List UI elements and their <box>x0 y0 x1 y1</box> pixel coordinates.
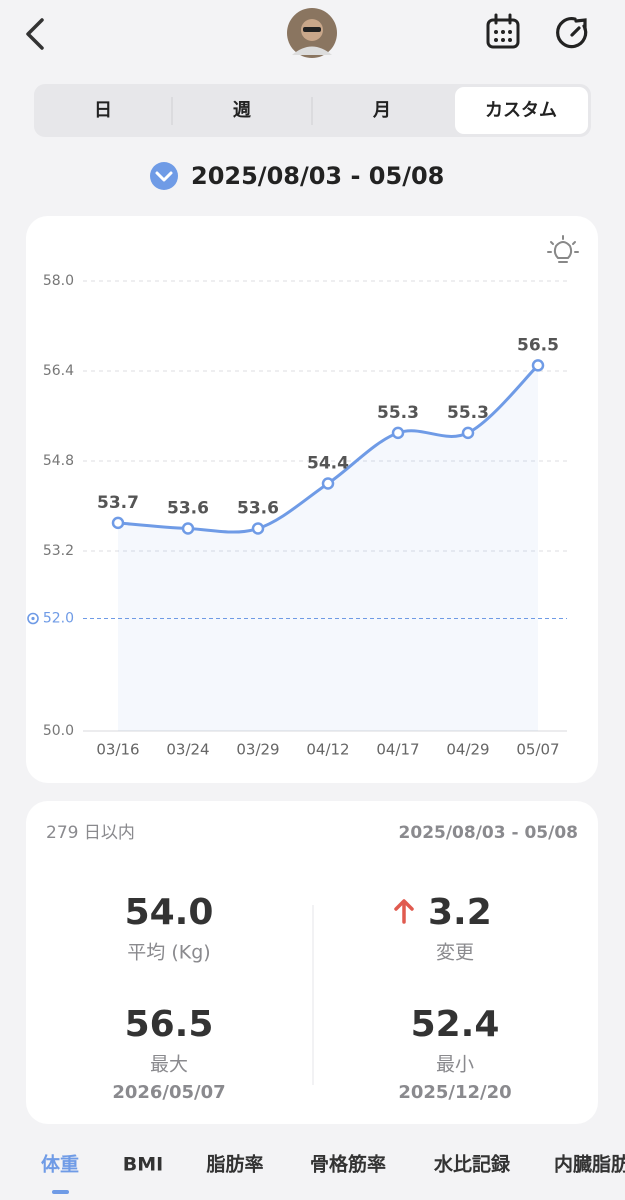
metric-tab[interactable]: 水比記録 <box>433 1153 511 1176</box>
point <box>321 477 335 490</box>
data-label: 53.6 <box>237 499 279 519</box>
stat-date: 2026/05/07 <box>112 1082 225 1103</box>
stat-value: 54.0 <box>125 892 214 933</box>
metric-tab[interactable]: 骨格筋率 <box>310 1153 386 1176</box>
stat-date: 2025/12/20 <box>398 1082 511 1103</box>
chart: 50.0 53.2 54.8 56.4 58.0 52.0 53.7 53.6 53.6 54.4… <box>27 273 567 759</box>
metric-tab[interactable]: 内臓脂肪 <box>554 1153 625 1176</box>
y-tick-label: 54.8 <box>43 453 74 469</box>
y-tick-label: 56.4 <box>43 363 74 379</box>
goal-icon <box>27 612 39 625</box>
x-tick-label: 04/17 <box>376 741 419 759</box>
summary-range: 2025/08/03 - 05/08 <box>399 823 578 843</box>
tip-button[interactable] <box>547 235 579 263</box>
calendar-button[interactable] <box>486 13 520 49</box>
x-tick-label: 04/12 <box>306 741 349 759</box>
data-label: 56.5 <box>517 335 559 355</box>
data-label: 55.3 <box>447 403 489 423</box>
tab[interactable]: 週 <box>233 100 251 121</box>
stat-label: 変更 <box>436 942 474 964</box>
x-tick-label: 03/24 <box>166 741 209 759</box>
data-label: 55.3 <box>377 403 419 423</box>
y-tick-label: 58.0 <box>43 273 74 289</box>
goal-label: 52.0 <box>43 611 74 627</box>
stat-label: 最小 <box>436 1054 474 1076</box>
x-tick-label: 04/29 <box>446 741 489 759</box>
stat-label: 最大 <box>150 1054 188 1076</box>
metric-tab[interactable]: 体重 <box>41 1153 79 1176</box>
metric-tab[interactable]: 脂肪率 <box>206 1153 263 1176</box>
tab[interactable]: 日 <box>94 100 112 121</box>
avatar[interactable] <box>287 8 337 58</box>
point <box>251 522 265 535</box>
y-tick-label: 50.0 <box>43 723 74 739</box>
data-label: 53.6 <box>167 499 209 519</box>
data-label: 53.7 <box>97 493 139 513</box>
refresh-button[interactable] <box>556 17 588 49</box>
y-tick-label: 53.2 <box>43 543 74 559</box>
active-tab-bg <box>455 87 588 134</box>
date-range[interactable]: 2025/08/03 - 05/08 <box>191 162 444 190</box>
stat-label: 平均 (Kg) <box>127 942 210 964</box>
point <box>111 516 125 530</box>
tab[interactable]: カスタム <box>485 100 557 121</box>
stat-value: 52.4 <box>411 1004 500 1045</box>
area <box>118 365 538 731</box>
x-tick-label: 03/16 <box>96 741 139 759</box>
active-indicator <box>52 1190 69 1194</box>
back-button[interactable] <box>26 18 44 50</box>
tab[interactable]: 月 <box>372 100 391 121</box>
stat-value: 56.5 <box>125 1004 214 1045</box>
up-arrow <box>394 899 414 924</box>
point <box>461 426 475 440</box>
range-dropdown[interactable] <box>150 162 178 190</box>
point <box>391 426 405 440</box>
x-tick-label: 05/07 <box>516 741 559 759</box>
goal-icon <box>31 616 35 621</box>
period: 279 日以内 <box>46 823 135 843</box>
x-tick-label: 03/29 <box>236 741 279 759</box>
point <box>531 359 545 372</box>
point <box>181 522 195 535</box>
data-label: 54.4 <box>307 454 349 474</box>
summary-card <box>26 801 598 1124</box>
metric-tab[interactable]: BMI <box>123 1154 163 1176</box>
chart-card <box>26 216 598 783</box>
stat-value: 3.2 <box>428 892 492 933</box>
